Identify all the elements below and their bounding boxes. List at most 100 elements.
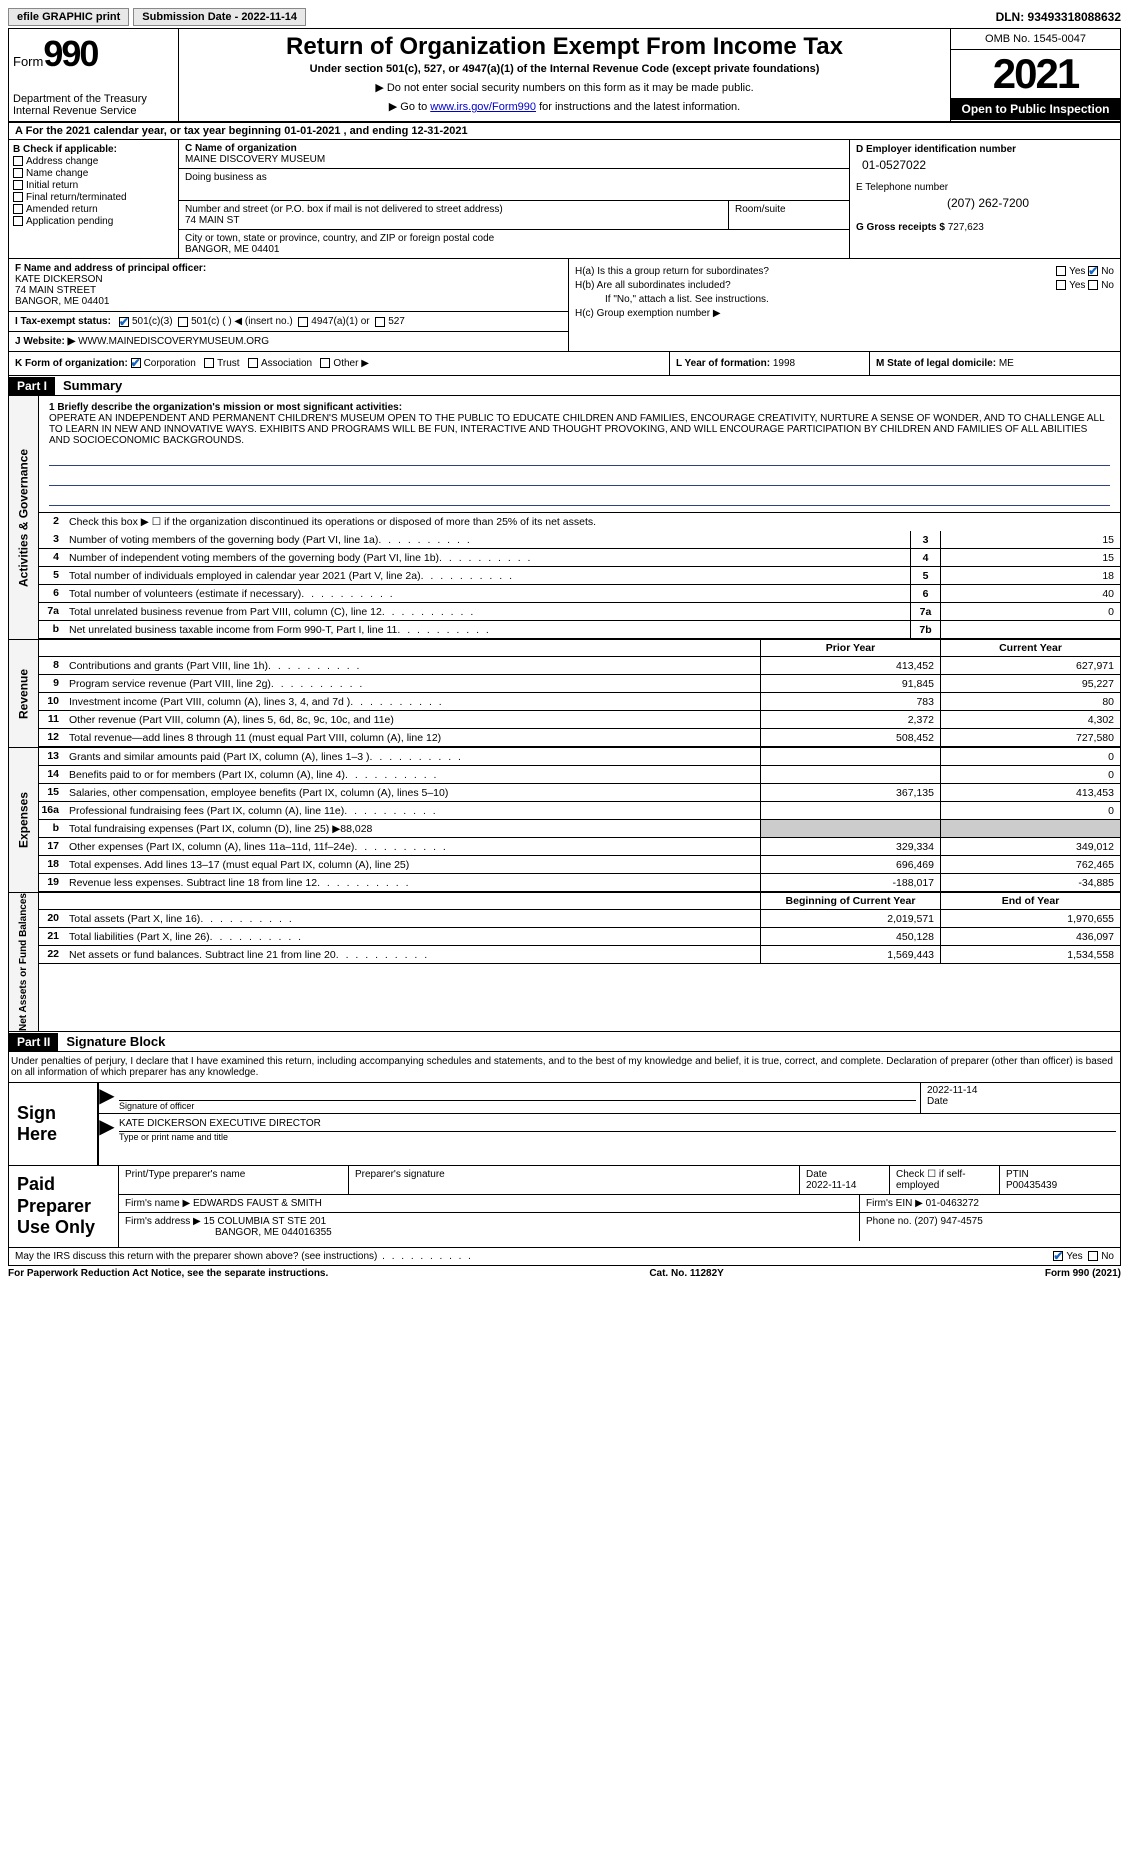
- part1-badge: Part I: [9, 377, 55, 395]
- officer-status-row: F Name and address of principal officer:…: [8, 259, 1121, 352]
- cb-address-change[interactable]: Address change: [13, 156, 174, 167]
- officer-label: F Name and address of principal officer:: [15, 263, 206, 274]
- line-7a-desc: Total unrelated business revenue from Pa…: [65, 603, 910, 620]
- cb-assoc[interactable]: [248, 358, 258, 368]
- cb-4947[interactable]: [298, 317, 308, 327]
- paid-preparer-block: Paid Preparer Use Only Print/Type prepar…: [8, 1166, 1121, 1248]
- hb-no[interactable]: [1088, 280, 1098, 290]
- arrow-icon: ▶: [99, 1083, 115, 1113]
- expenses-block: Expenses 13Grants and similar amounts pa…: [8, 748, 1121, 893]
- h-a: H(a) Is this a group return for subordin…: [575, 266, 1114, 277]
- cb-app-pending[interactable]: Application pending: [13, 216, 174, 227]
- section-b-header: B Check if applicable:: [13, 144, 174, 155]
- note-2: ▶ Go to www.irs.gov/Form990 for instruct…: [187, 100, 942, 113]
- left-block: F Name and address of principal officer:…: [9, 259, 569, 351]
- hdr-current: Current Year: [940, 640, 1120, 656]
- inspection-badge: Open to Public Inspection: [951, 98, 1120, 120]
- line-8: Contributions and grants (Part VIII, lin…: [65, 657, 760, 674]
- note2-post: for instructions and the latest informat…: [536, 101, 740, 113]
- city-state-zip: BANGOR, ME 04401: [185, 244, 279, 255]
- main-title: Return of Organization Exempt From Incom…: [187, 33, 942, 61]
- form-footer: Form 990 (2021): [1045, 1268, 1121, 1279]
- ptin: P00435439: [1006, 1180, 1057, 1191]
- prep-date: 2022-11-14: [806, 1180, 856, 1191]
- line-3-desc: Number of voting members of the governin…: [65, 531, 910, 548]
- line-16a: Professional fundraising fees (Part IX, …: [65, 802, 760, 819]
- line-16b: Total fundraising expenses (Part IX, col…: [65, 820, 760, 837]
- hb-yes[interactable]: [1056, 280, 1066, 290]
- addr-label: Number and street (or P.O. box if mail i…: [185, 204, 503, 215]
- city-label: City or town, state or province, country…: [185, 233, 494, 244]
- prep-sig-label: Preparer's signature: [349, 1166, 800, 1194]
- revenue-block: Revenue Prior YearCurrent Year 8Contribu…: [8, 640, 1121, 748]
- submission-date: Submission Date - 2022-11-14: [133, 8, 306, 26]
- gross-label: G Gross receipts $: [856, 222, 945, 233]
- firm-addr2: BANGOR, ME 044016355: [215, 1227, 332, 1238]
- mission-text: OPERATE AN INDEPENDENT AND PERMANENT CHI…: [49, 413, 1110, 446]
- discuss-no[interactable]: [1088, 1251, 1098, 1261]
- paid-preparer-label: Paid Preparer Use Only: [9, 1166, 119, 1247]
- cb-corp[interactable]: [131, 358, 141, 368]
- sig-date: 2022-11-14: [927, 1085, 1114, 1096]
- governance-block: Activities & Governance 1 Briefly descri…: [8, 396, 1121, 640]
- room-label: Room/suite: [735, 204, 786, 215]
- section-f: F Name and address of principal officer:…: [9, 259, 568, 312]
- mission-block: 1 Briefly describe the organization's mi…: [39, 396, 1120, 513]
- section-k: K Form of organization: Corporation Trus…: [9, 352, 670, 375]
- website-label: J Website: ▶: [15, 336, 75, 347]
- cb-527[interactable]: [375, 317, 385, 327]
- section-l: L Year of formation: 1998: [670, 352, 870, 375]
- vtab-revenue: Revenue: [9, 640, 39, 747]
- tax-status-label: I Tax-exempt status:: [15, 316, 111, 327]
- line-15: Salaries, other compensation, employee b…: [65, 784, 760, 801]
- org-name: MAINE DISCOVERY MUSEUM: [185, 154, 325, 165]
- line-21: Total liabilities (Part X, line 26): [65, 928, 760, 945]
- header-center: Return of Organization Exempt From Incom…: [179, 29, 950, 121]
- ha-yes[interactable]: [1056, 266, 1066, 276]
- cb-name-change[interactable]: Name change: [13, 168, 174, 179]
- line-5-val: 18: [940, 567, 1120, 584]
- header-right: OMB No. 1545-0047 2021 Open to Public In…: [950, 29, 1120, 121]
- vtab-net: Net Assets or Fund Balances: [9, 893, 39, 1031]
- net-assets-block: Net Assets or Fund Balances Beginning of…: [8, 893, 1121, 1032]
- ha-no[interactable]: [1088, 266, 1098, 276]
- line-13: Grants and similar amounts paid (Part IX…: [65, 748, 760, 765]
- sign-here-block: Sign Here ▶ Signature of officer 2022-11…: [8, 1083, 1121, 1166]
- paperwork-notice: For Paperwork Reduction Act Notice, see …: [8, 1268, 328, 1279]
- cb-amended[interactable]: Amended return: [13, 204, 174, 215]
- website-row: J Website: ▶ WWW.MAINEDISCOVERYMUSEUM.OR…: [9, 332, 568, 351]
- period-row: A For the 2021 calendar year, or tax yea…: [8, 123, 1121, 140]
- form-org-row: K Form of organization: Corporation Trus…: [8, 352, 1121, 376]
- note-1: ▶ Do not enter social security numbers o…: [187, 81, 942, 94]
- vtab-expenses: Expenses: [9, 748, 39, 892]
- cb-initial-return[interactable]: Initial return: [13, 180, 174, 191]
- line-12: Total revenue—add lines 8 through 11 (mu…: [65, 729, 760, 746]
- tax-year: 2021: [951, 50, 1120, 98]
- form-number: 990: [43, 33, 97, 74]
- section-c: C Name of organization MAINE DISCOVERY M…: [179, 140, 850, 258]
- line-2: Check this box ▶ ☐ if the organization d…: [65, 513, 1120, 531]
- dba-label: Doing business as: [185, 172, 267, 183]
- part1-title: Summary: [55, 376, 130, 395]
- part2-badge: Part II: [9, 1033, 58, 1051]
- cb-trust[interactable]: [204, 358, 214, 368]
- line-18: Total expenses. Add lines 13–17 (must eq…: [65, 856, 760, 873]
- line-14: Benefits paid to or for members (Part IX…: [65, 766, 760, 783]
- line-4-val: 15: [940, 549, 1120, 566]
- cb-501c[interactable]: [178, 317, 188, 327]
- discuss-yes[interactable]: [1053, 1251, 1063, 1261]
- line-6-desc: Total number of volunteers (estimate if …: [65, 585, 910, 602]
- cb-other[interactable]: [320, 358, 330, 368]
- cb-final-return[interactable]: Final return/terminated: [13, 192, 174, 203]
- tax-status-row: I Tax-exempt status: 501(c)(3) 501(c) ( …: [9, 312, 568, 332]
- line-7a-val: 0: [940, 603, 1120, 620]
- header-left: Form990 Department of the Treasury Inter…: [9, 29, 179, 121]
- line-3-val: 15: [940, 531, 1120, 548]
- discuss-row: May the IRS discuss this return with the…: [8, 1248, 1121, 1266]
- firm-name: EDWARDS FAUST & SMITH: [193, 1198, 322, 1209]
- ein-label: D Employer identification number: [856, 144, 1114, 155]
- irs-link[interactable]: www.irs.gov/Form990: [430, 101, 536, 113]
- firm-addr1: 15 COLUMBIA ST STE 201: [204, 1216, 327, 1227]
- cb-501c3[interactable]: [119, 317, 129, 327]
- sign-here-label: Sign Here: [9, 1083, 99, 1165]
